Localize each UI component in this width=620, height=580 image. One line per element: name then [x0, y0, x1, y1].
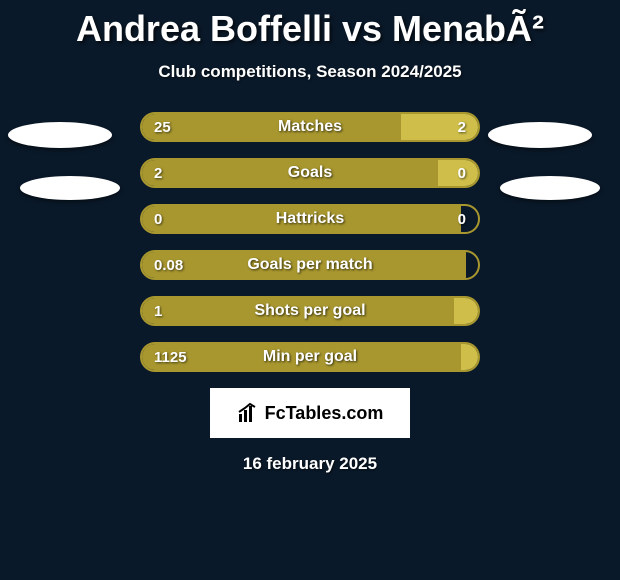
- stat-row: 1Shots per goal: [140, 296, 480, 326]
- stat-right-value: 0: [461, 206, 478, 232]
- page-subtitle: Club competitions, Season 2024/2025: [0, 62, 620, 82]
- date-text: 16 february 2025: [0, 454, 620, 474]
- stat-left-value: 25: [142, 114, 401, 140]
- stat-right-value: [461, 344, 478, 370]
- player-photo-placeholder: [500, 176, 600, 200]
- stat-right-value: [454, 298, 478, 324]
- logo-box: FcTables.com: [210, 388, 410, 438]
- stat-left-value: 1125: [142, 344, 461, 370]
- stats-area: 252Matches 20Goals 00Hattricks 0.08Goals pe…: [0, 112, 620, 372]
- stat-row: 1125Min per goal: [140, 342, 480, 372]
- stat-left-value: 0.08: [142, 252, 466, 278]
- player-photo-placeholder: [20, 176, 120, 200]
- stat-row: 00Hattricks: [140, 204, 480, 234]
- stat-left-value: 1: [142, 298, 454, 324]
- page-title: Andrea Boffelli vs MenabÃ²: [0, 0, 620, 50]
- stat-left-value: 2: [142, 160, 438, 186]
- stat-left-value: 0: [142, 206, 461, 232]
- stat-right-value: [466, 252, 478, 278]
- chart-icon: [237, 402, 259, 424]
- stat-right-value: 2: [401, 114, 478, 140]
- stat-right-value: 0: [438, 160, 478, 186]
- stat-row: 20Goals: [140, 158, 480, 188]
- stat-row: 252Matches: [140, 112, 480, 142]
- stat-row: 0.08Goals per match: [140, 250, 480, 280]
- player-photo-placeholder: [488, 122, 592, 148]
- logo-text: FcTables.com: [265, 403, 384, 424]
- player-photo-placeholder: [8, 122, 112, 148]
